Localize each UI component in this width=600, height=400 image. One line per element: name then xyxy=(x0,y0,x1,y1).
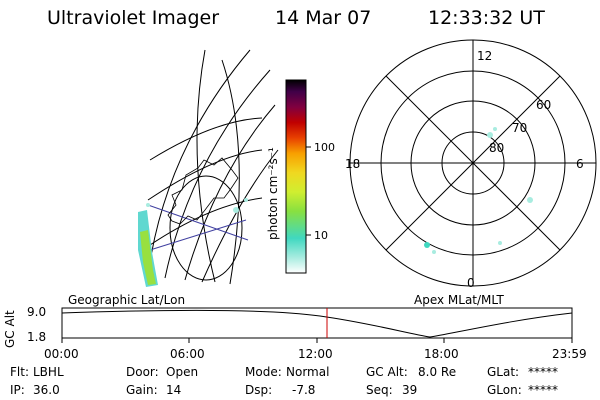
colorbar-tick-100: 100 xyxy=(314,141,335,154)
altitude-x-tick-1800: 18:00 xyxy=(424,347,459,361)
polar-aurora xyxy=(424,127,533,254)
geographic-map xyxy=(147,49,279,285)
mode-label: Mode: xyxy=(245,365,282,379)
polar-label-6: 6 xyxy=(576,157,584,171)
geographic-aurora xyxy=(138,198,248,287)
gain-value: 14 xyxy=(166,383,182,397)
polar-label-80: 80 xyxy=(489,141,504,155)
polar-label-12: 12 xyxy=(477,49,492,63)
altitude-x-tick-1200: 12:00 xyxy=(298,347,333,361)
colorbar-tick-10: 10 xyxy=(314,229,328,242)
glat-label: GLat: xyxy=(487,365,520,379)
seq-label: Seq: xyxy=(366,383,393,397)
colorbar-unit-label: photon cm⁻²s⁻¹ xyxy=(266,147,280,240)
filter-value: LBHL xyxy=(33,365,64,379)
colorbar: 100 10 photon cm⁻²s⁻¹ xyxy=(266,79,335,274)
dsp-value: -7.8 xyxy=(292,383,316,397)
colorbar-gradient xyxy=(285,79,307,274)
ip-label: IP: xyxy=(10,383,25,397)
altitude-x-tick-0600: 06:00 xyxy=(170,347,205,361)
door-value: Open xyxy=(166,365,199,379)
altitude-y-axis-label: GC Alt xyxy=(3,310,17,348)
altitude-y-tick-low: 1.8 xyxy=(27,330,47,344)
polar-plot xyxy=(349,39,597,287)
seq-value: 39 xyxy=(402,383,418,397)
parallel-line xyxy=(149,197,263,246)
polar-label-60: 60 xyxy=(536,98,551,112)
altitude-plot xyxy=(61,307,573,343)
door-label: Door: xyxy=(126,365,159,379)
altitude-left-title: Geographic Lat/Lon xyxy=(68,293,186,307)
polar-label-18: 18 xyxy=(345,157,360,171)
gain-label: Gain: xyxy=(126,383,158,397)
glon-value: ***** xyxy=(528,383,558,397)
date-label: 14 Mar 07 xyxy=(275,7,372,29)
mode-value: Normal xyxy=(286,365,330,379)
ip-value: 36.0 xyxy=(33,383,60,397)
altitude-y-tick-high: 9.0 xyxy=(27,305,47,319)
filter-label: Flt: xyxy=(10,365,29,379)
instrument-title: Ultraviolet Imager xyxy=(47,7,220,29)
dsp-label: Dsp: xyxy=(245,383,273,397)
time-label: 12:33:32 UT xyxy=(428,7,545,29)
gcalt-label: GC Alt: xyxy=(366,365,408,379)
coastline xyxy=(167,157,239,225)
altitude-frame xyxy=(61,307,573,339)
glon-label: GLon: xyxy=(487,383,522,397)
altitude-curve xyxy=(61,309,573,338)
meridian-line xyxy=(147,49,251,276)
polar-labels: 12 18 6 0 60 70 80 xyxy=(345,49,584,290)
polar-label-0: 0 xyxy=(467,276,475,290)
altitude-x-tick-2359: 23:59 xyxy=(552,347,587,361)
polar-label-70: 70 xyxy=(512,121,527,135)
gcalt-value: 8.0 Re xyxy=(418,365,457,379)
altitude-x-tick-0000: 00:00 xyxy=(44,347,79,361)
altitude-right-title: Apex MLat/MLT xyxy=(414,293,504,307)
glat-value: ***** xyxy=(528,365,558,379)
